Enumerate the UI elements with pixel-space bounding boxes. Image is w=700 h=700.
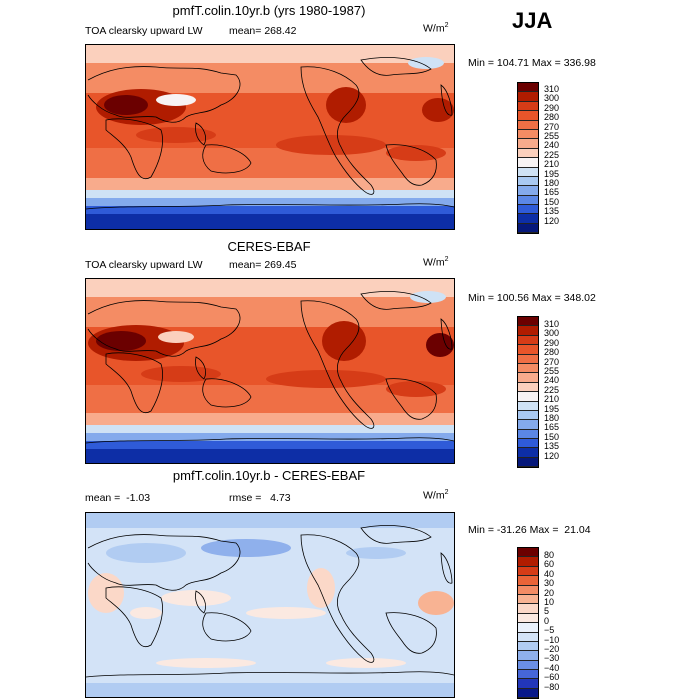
panel1-colorbar (517, 82, 539, 235)
colorbar-tick: 290 (544, 102, 560, 113)
colorbar-tick: 300 (544, 93, 560, 104)
panel1-mean-value: 268.42 (264, 25, 297, 37)
panel1-map (85, 44, 455, 230)
panel3-rmse: rmse = 4.73 (229, 492, 291, 504)
colorbar-tick: 310 (544, 84, 560, 94)
colorbar-tick: 240 (544, 375, 560, 386)
panel1-variable: TOA clearsky upward LW (85, 25, 203, 37)
colorbar-tick: 280 (544, 347, 560, 358)
colorbar-tick: 60 (544, 559, 555, 570)
colorbar-tick: 300 (544, 328, 560, 339)
colorbar-tick: 225 (544, 384, 560, 395)
colorbar-tick: −20 (544, 644, 560, 654)
colorbar-tick: 195 (544, 403, 560, 414)
panel2-units-exp: 2 (444, 256, 449, 263)
panel1-map-svg (86, 45, 454, 229)
panel1-title: pmfT.colin.10yr.b (yrs 1980-1987) (172, 3, 366, 18)
colorbar-tick: −60 (544, 672, 560, 683)
season-label: JJA (512, 8, 553, 33)
panel2-units-base: W/m (423, 256, 445, 269)
colorbar-tick: 280 (544, 112, 560, 123)
colorbar-tick: 135 (544, 206, 560, 217)
colorbar-tick: 120 (544, 450, 560, 461)
colorbar-tick: 150 (544, 196, 560, 207)
colorbar-tick: −10 (544, 634, 560, 645)
panel2-mean: mean= 269.45 (229, 259, 296, 271)
panel2-map (85, 278, 455, 464)
panel1-units: W/m2 (423, 22, 448, 35)
panel3-units-exp: 2 (444, 489, 449, 496)
colorbar-tick: 255 (544, 131, 560, 141)
panel3-colorbar (517, 547, 539, 700)
panel3-units: W/m2 (423, 489, 448, 502)
panel1-units-exp: 2 (444, 22, 449, 29)
panel1-units-base: W/m (423, 22, 445, 35)
colorbar-tick: 10 (544, 597, 555, 607)
panel2-units: W/m2 (423, 256, 448, 269)
panel2-variable: TOA clearsky upward LW (85, 259, 203, 271)
panel2-minmax: Min = 100.56 Max = 348.02 (468, 292, 596, 304)
panel2-colorbar (517, 316, 539, 469)
panel1-mean: mean= 268.42 (229, 25, 296, 37)
panel2-mean-label: mean= (229, 259, 262, 271)
colorbar-tick: 165 (544, 422, 560, 433)
panel3-units-base: W/m (423, 489, 445, 502)
colorbar-tick: −30 (544, 653, 560, 664)
colorbar-tick: −40 (544, 662, 560, 673)
colorbar-tick: 290 (544, 337, 560, 348)
panel2-mean-value: 269.45 (264, 259, 297, 271)
panel1-mean-label: mean= (229, 25, 262, 37)
colorbar-tick: 30 (544, 578, 555, 589)
colorbar-tick: 20 (544, 587, 555, 598)
colorbar-tick: 310 (544, 319, 560, 329)
panel3-title: pmfT.colin.10yr.b - CERES-EBAF (172, 468, 366, 483)
colorbar-tick: 40 (544, 568, 555, 579)
colorbar-tick: 0 (544, 615, 550, 626)
panel3-map-svg (86, 513, 454, 697)
colorbar-tick: 210 (544, 394, 560, 405)
panel1-minmax: Min = 104.71 Max = 336.98 (468, 57, 596, 69)
colorbar-tick: −80 (544, 681, 560, 692)
colorbar-tick: 80 (544, 550, 555, 560)
colorbar-tick: 135 (544, 441, 560, 452)
colorbar-tick: 225 (544, 149, 560, 160)
colorbar-tick: 195 (544, 168, 560, 179)
panel2-title: CERES-EBAF (227, 239, 311, 254)
colorbar-tick: 150 (544, 431, 560, 442)
colorbar-tick: 180 (544, 178, 560, 188)
colorbar-tick: 270 (544, 356, 560, 367)
colorbar-tick: 240 (544, 140, 560, 151)
panel3-map (85, 512, 455, 698)
colorbar-tick: 270 (544, 121, 560, 132)
colorbar-tick: 255 (544, 366, 560, 376)
panel3-mean: mean = -1.03 (85, 492, 151, 504)
colorbar-tick: 5 (544, 606, 550, 617)
colorbar-tick: 180 (544, 413, 560, 423)
colorbar-tick: 165 (544, 187, 560, 198)
colorbar-tick: −5 (544, 625, 555, 636)
colorbar-tick: 210 (544, 159, 560, 170)
colorbar-tick: 120 (544, 215, 560, 226)
panel3-minmax: Min = -31.26 Max = 21.04 (468, 524, 591, 536)
panel2-map-svg (86, 279, 454, 463)
